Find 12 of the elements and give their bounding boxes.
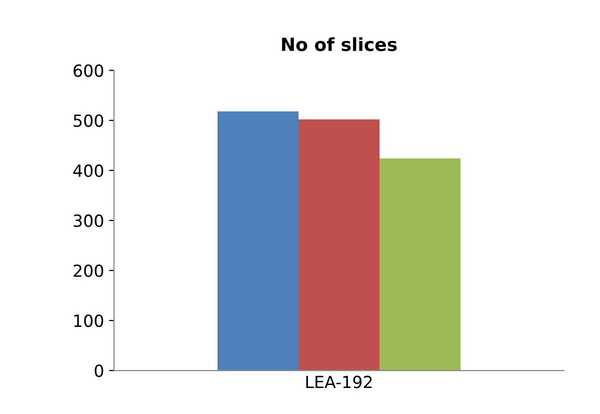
bar	[218, 111, 298, 371]
bar	[380, 158, 460, 371]
y-tick-label: 600	[74, 64, 104, 77]
y-tick-label: 100	[74, 314, 104, 328]
y-tick-label: 500	[74, 114, 104, 127]
y-tick-label: 400	[73, 164, 104, 177]
y-tick-label: 200	[74, 264, 104, 278]
x-tick-label: LEA-192	[306, 376, 372, 388]
bar	[298, 119, 380, 371]
y-tick-label: 300	[74, 214, 104, 228]
y-tick-label: 0	[94, 364, 104, 378]
chart-title: No of slices	[282, 37, 397, 52]
